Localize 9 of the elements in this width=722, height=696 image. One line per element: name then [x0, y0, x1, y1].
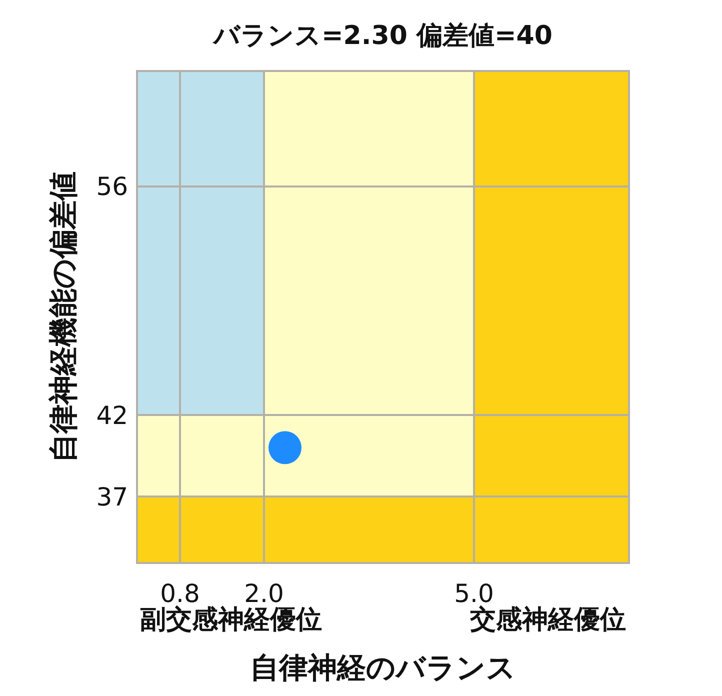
text: 交感神経優位 — [469, 605, 626, 635]
y-tick-label: 37 — [96, 482, 128, 512]
x-axis-title: 自律神経のバランス — [250, 650, 516, 684]
y-tick-label: 56 — [96, 172, 128, 202]
chart-title: バランス=2.30 偏差値=40 — [212, 21, 552, 52]
y-axis-title: 自律神経機能の偏差値 — [46, 172, 80, 462]
text: 副交感神経優位 — [140, 605, 322, 635]
y-tick-label: 42 — [96, 400, 128, 430]
x-tick-label: 2.0 — [244, 579, 284, 608]
